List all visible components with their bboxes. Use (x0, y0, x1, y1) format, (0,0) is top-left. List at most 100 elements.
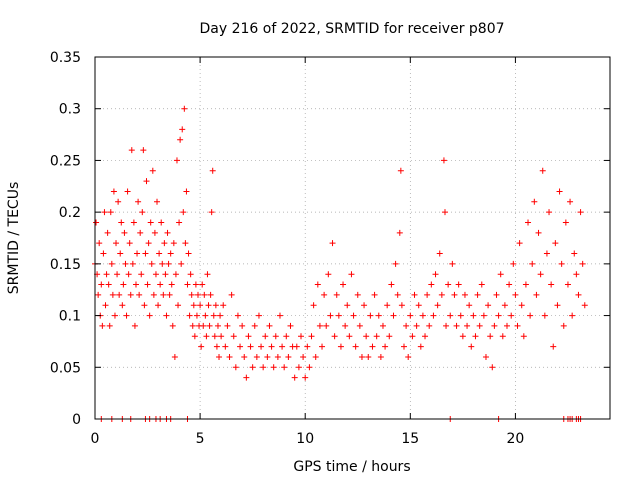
data-point (340, 281, 347, 288)
data-point (474, 291, 481, 298)
data-point (550, 343, 557, 350)
data-point (99, 322, 106, 329)
data-point (160, 291, 167, 298)
data-point (522, 281, 529, 288)
data-point (451, 291, 458, 298)
data-point (325, 271, 332, 278)
data-point (335, 312, 342, 319)
data-point (306, 364, 313, 371)
data-point (209, 167, 216, 174)
data-point (96, 240, 103, 247)
data-point (388, 281, 395, 288)
data-point (371, 291, 378, 298)
data-point (210, 312, 217, 319)
data-point (548, 281, 555, 288)
data-point (195, 291, 201, 298)
data-point (491, 322, 498, 329)
data-point (270, 364, 277, 371)
data-point (546, 209, 553, 216)
data-point (564, 281, 571, 288)
data-point (260, 364, 267, 371)
data-point (482, 353, 489, 360)
data-point (569, 312, 576, 319)
data-point (379, 322, 386, 329)
data-point (295, 364, 302, 371)
data-point (464, 322, 471, 329)
data-point (272, 333, 279, 340)
data-point (283, 333, 290, 340)
data-point (352, 343, 359, 350)
data-point (138, 271, 145, 278)
data-point (409, 333, 416, 340)
data-point (314, 281, 321, 288)
data-point (148, 260, 155, 267)
data-point (310, 302, 317, 309)
data-point (394, 291, 401, 298)
data-point (136, 291, 143, 298)
data-point (172, 271, 179, 278)
data-point (281, 364, 288, 371)
data-point (337, 343, 344, 350)
data-point (147, 219, 154, 226)
data-point (113, 240, 120, 247)
data-point (162, 271, 169, 278)
data-point (396, 229, 403, 236)
data-point (199, 281, 206, 288)
data-point (468, 343, 475, 350)
data-point (213, 343, 220, 350)
data-point (579, 260, 586, 267)
data-point (141, 302, 148, 309)
data-point (150, 291, 157, 298)
data-point (98, 281, 105, 288)
data-point (529, 260, 536, 267)
data-point (535, 229, 542, 236)
data-point (175, 302, 182, 309)
data-point (188, 291, 195, 298)
data-point (220, 302, 227, 309)
data-point (539, 167, 546, 174)
data-point (186, 312, 193, 319)
data-point (266, 322, 273, 329)
data-point (179, 126, 186, 133)
data-point (139, 209, 146, 216)
data-point (443, 322, 450, 329)
data-point (126, 240, 133, 247)
data-point (204, 271, 211, 278)
data-point (417, 343, 424, 350)
data-point (485, 302, 492, 309)
data-point (440, 157, 447, 164)
data-point (293, 343, 300, 350)
data-point (413, 322, 420, 329)
data-point (434, 302, 441, 309)
data-point (185, 250, 192, 257)
data-point (119, 302, 126, 309)
y-tick-label: 0.15 (50, 257, 81, 273)
data-point (344, 302, 351, 309)
data-point (350, 312, 357, 319)
data-point (577, 209, 584, 216)
data-point (104, 229, 111, 236)
x-tick-label: 0 (91, 431, 100, 447)
data-point (183, 188, 190, 195)
data-point (291, 374, 298, 381)
data-point (287, 322, 294, 329)
data-point (436, 250, 443, 257)
data-point (192, 281, 199, 288)
data-point (216, 353, 223, 360)
data-point (377, 353, 384, 360)
data-point (218, 333, 225, 340)
data-point (143, 178, 150, 185)
data-point (105, 281, 112, 288)
data-point (234, 312, 241, 319)
data-point (249, 364, 256, 371)
data-point (115, 198, 122, 205)
data-point (346, 333, 353, 340)
data-point (262, 333, 269, 340)
data-point (497, 271, 504, 278)
data-point (180, 209, 187, 216)
data-point (152, 271, 159, 278)
data-point (358, 353, 365, 360)
data-point (562, 219, 569, 226)
data-point (165, 260, 172, 267)
data-point (316, 322, 323, 329)
